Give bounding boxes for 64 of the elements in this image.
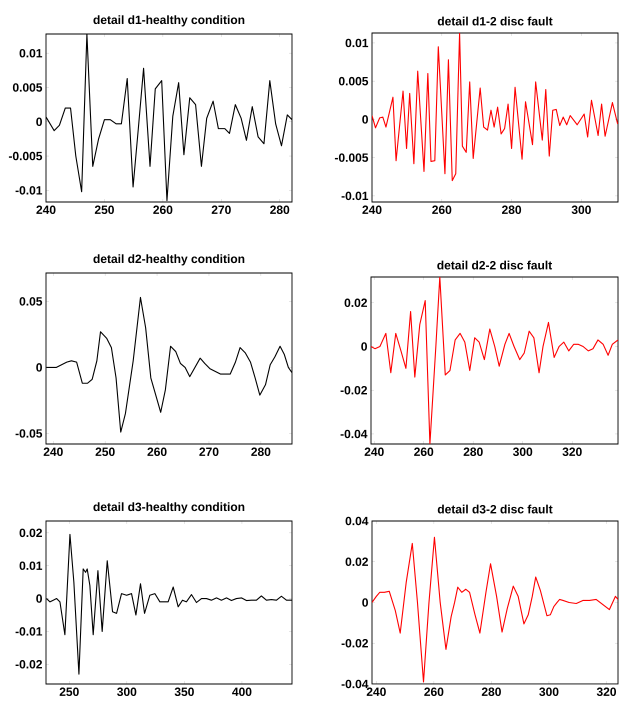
- x-tick-label: 280: [482, 688, 501, 696]
- x-tick-label: 280: [502, 206, 522, 214]
- x-tick-label: 300: [512, 448, 532, 456]
- x-tick-label: 280: [270, 206, 290, 214]
- x-tick-label: 240: [362, 206, 382, 214]
- x-tick-label: 280: [251, 448, 270, 456]
- x-tick-label: 240: [364, 448, 384, 456]
- line-series: [372, 32, 618, 182]
- x-tick-label: 270: [212, 206, 231, 214]
- y-tick-label: 0: [36, 594, 42, 603]
- y-tick-label: 0.01: [346, 38, 368, 48]
- y-tick-label: 0: [36, 363, 42, 372]
- line-series: [371, 276, 618, 444]
- x-tick-label: 260: [414, 448, 434, 456]
- x-tick-label: 280: [464, 448, 483, 456]
- x-tick-label: 250: [96, 448, 115, 456]
- y-tick-label: 0.005: [12, 83, 42, 92]
- x-tick-label: 260: [153, 206, 172, 214]
- y-tick-label: 0: [362, 115, 368, 124]
- x-tick-label: 400: [232, 688, 252, 696]
- x-tick-label: 270: [199, 448, 218, 456]
- chart-title: detail d2-2 disc fault: [437, 260, 552, 270]
- chart-title: detail d3-2 disc fault: [438, 504, 553, 514]
- x-tick-label: 260: [432, 206, 452, 214]
- y-tick-label: -0.005: [334, 153, 368, 162]
- y-tick-label: -0.01: [342, 192, 368, 200]
- y-tick-label: -0.04: [340, 430, 368, 438]
- y-tick-label: 0.01: [20, 48, 42, 58]
- y-tick-label: -0.01: [16, 186, 42, 195]
- y-tick-label: 0: [361, 342, 367, 351]
- x-tick-label: 250: [94, 206, 114, 214]
- x-tick-label: 300: [539, 688, 558, 696]
- x-tick-label: 260: [147, 448, 167, 456]
- x-tick-label: 320: [596, 688, 616, 696]
- y-tick-label: 0.005: [338, 76, 368, 86]
- y-tick-label: -0.02: [342, 638, 368, 648]
- y-tick-label: 0: [36, 118, 42, 126]
- y-tick-label: 0.04: [346, 516, 368, 526]
- x-tick-label: 250: [60, 688, 79, 696]
- y-tick-label: 0.02: [20, 528, 42, 538]
- x-tick-label: 260: [424, 688, 444, 696]
- x-tick-label: 300: [572, 206, 591, 214]
- line-series: [46, 34, 292, 202]
- y-tick-label: -0.02: [340, 386, 367, 394]
- x-tick-label: 350: [174, 688, 194, 696]
- y-tick-label: 0.01: [20, 561, 42, 570]
- x-tick-label: 320: [562, 448, 582, 456]
- x-tick-label: 240: [44, 448, 63, 456]
- y-tick-label: -0.05: [16, 429, 42, 438]
- y-tick-label: 0: [362, 598, 368, 607]
- y-tick-label: -0.02: [16, 660, 42, 669]
- chart-title: detail d3-healthy condition: [93, 502, 244, 514]
- y-tick-label: -0.005: [8, 152, 42, 160]
- y-tick-label: -0.04: [342, 680, 368, 688]
- x-tick-label: 240: [366, 688, 386, 696]
- x-tick-label: 300: [117, 688, 136, 696]
- chart-title: detail d2-healthy condition: [93, 254, 244, 266]
- y-tick-label: -0.01: [16, 627, 42, 636]
- y-tick-label: 0.05: [20, 297, 42, 306]
- y-tick-label: 0.02: [346, 558, 368, 566]
- chart-title: detail d1-healthy condition: [93, 15, 244, 26]
- chart-title: detail d1-2 disc fault: [438, 16, 553, 26]
- y-tick-label: 0.02: [344, 298, 367, 308]
- x-tick-label: 240: [36, 206, 56, 214]
